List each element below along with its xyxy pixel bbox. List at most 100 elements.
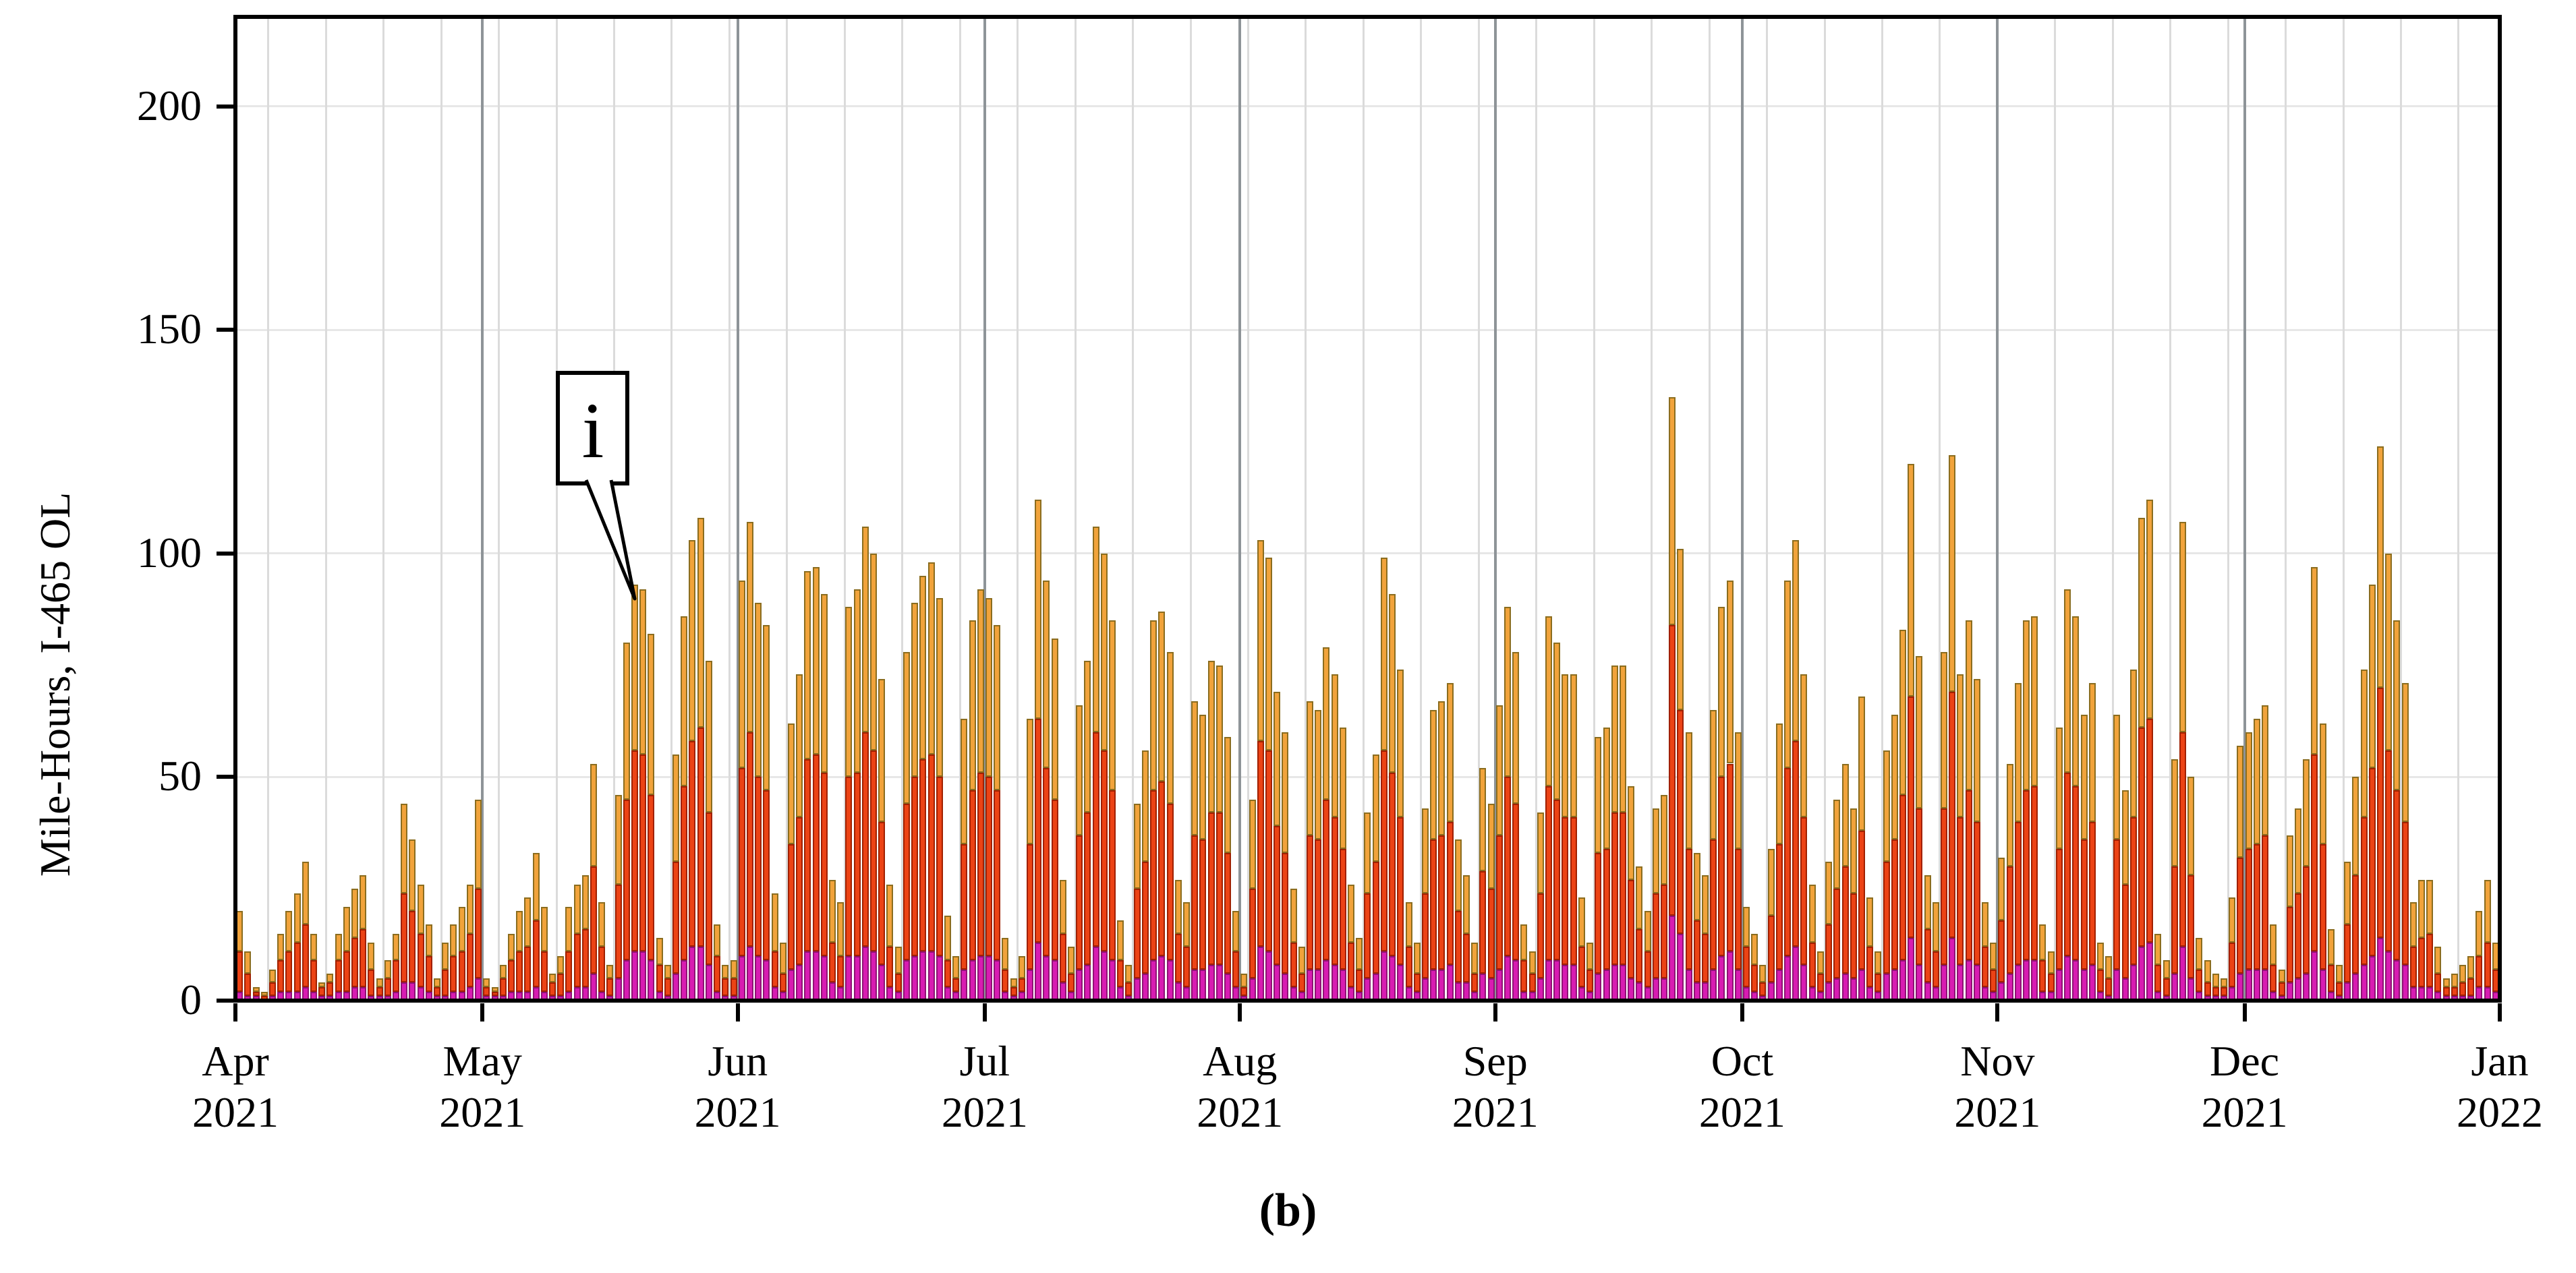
bar-segment-red	[1150, 790, 1157, 961]
bar-segment-red	[2023, 790, 2030, 961]
bar-segment-orange	[1043, 580, 1050, 769]
bar-segment-red	[1043, 768, 1050, 956]
bar-segment-red	[2179, 732, 2186, 947]
bar-segment-orange	[1331, 674, 1338, 818]
bar-segment-orange	[2064, 589, 2071, 773]
bar-segment-red	[664, 978, 671, 997]
bar-segment-orange	[845, 607, 853, 777]
bar-segment-orange	[985, 598, 992, 777]
bar-segment-orange	[1405, 902, 1412, 947]
bar-segment-red	[1405, 947, 1412, 988]
bar-segment-red	[326, 982, 334, 997]
bar-segment-orange	[1874, 951, 1882, 974]
bar-segment-orange	[2401, 683, 2409, 822]
bar-segment-red	[927, 754, 935, 952]
bar-segment-red	[1586, 969, 1594, 992]
week-gridline	[2457, 17, 2460, 1001]
bar-segment-red	[516, 951, 523, 992]
x-axis-tick	[1740, 1003, 1744, 1022]
bar-segment-orange	[565, 906, 573, 952]
bar-segment-red	[2163, 978, 2170, 997]
bar-segment-orange	[1759, 964, 1767, 983]
bar-segment-orange	[1603, 728, 1610, 849]
bar-segment-red	[1874, 974, 1882, 992]
bar-segment-red	[2484, 942, 2491, 988]
bar-segment-orange	[376, 978, 383, 988]
bar-segment-red	[1693, 920, 1700, 983]
bar-segment-red	[1825, 924, 1833, 983]
bar-segment-orange	[2023, 620, 2030, 791]
bar-segment-orange	[540, 906, 548, 952]
bar-segment-red	[499, 978, 507, 997]
bar-segment-orange	[1100, 553, 1108, 750]
bar-segment-orange	[2368, 585, 2376, 769]
bar-segment-red	[705, 812, 712, 965]
y-axis-tick	[217, 999, 235, 1003]
bar-segment-orange	[1430, 709, 1437, 840]
bar-segment-red	[1339, 848, 1346, 970]
bar-segment-red	[738, 768, 745, 956]
bar-segment-red	[2434, 974, 2442, 992]
bar-segment-orange	[1775, 723, 1783, 844]
bar-segment-red	[1570, 817, 1577, 965]
bar-segment-red	[1117, 960, 1124, 988]
bar-segment-orange	[812, 566, 820, 755]
bar-segment-orange	[837, 902, 845, 956]
bar-segment-red	[985, 777, 992, 956]
bar-segment-orange	[1800, 674, 1808, 818]
bar-segment-orange	[1949, 454, 1956, 692]
bar-segment-orange	[2055, 728, 2063, 849]
bar-segment-orange	[368, 942, 375, 970]
week-gridline	[1420, 17, 1423, 1001]
bar-segment-orange	[2129, 670, 2137, 818]
bar-segment-orange	[1191, 701, 1199, 835]
bar-segment-orange	[1941, 651, 1947, 808]
bar-segment-red	[573, 933, 581, 988]
bar-segment-orange	[2484, 879, 2491, 943]
bar-segment-red	[2121, 884, 2129, 978]
bar-segment-red	[2294, 893, 2301, 978]
bar-segment-orange	[1092, 527, 1099, 733]
x-axis-tick-label: Jun 2021	[637, 1036, 839, 1138]
month-label: Apr	[202, 1037, 269, 1085]
bar-segment-red	[1125, 982, 1133, 997]
bar-segment-orange	[2245, 732, 2252, 849]
bar-segment-orange	[2121, 790, 2129, 885]
bar-segment-red	[1454, 911, 1462, 983]
bar-segment-red	[2418, 938, 2426, 988]
bar-segment-orange	[1850, 808, 1857, 893]
bar-segment-red	[2154, 964, 2162, 992]
bar-segment-orange	[2163, 960, 2170, 978]
bar-segment-red	[1059, 933, 1066, 983]
bar-segment-orange	[639, 589, 647, 755]
bar-segment-red	[2401, 821, 2409, 965]
bar-segment-orange	[1141, 750, 1149, 862]
bar-segment-red	[1669, 624, 1676, 916]
x-axis-tick-label: Oct 2021	[1641, 1036, 1843, 1138]
bar-segment-red	[1941, 808, 1947, 965]
bar-segment-red	[557, 974, 565, 997]
bar-segment-red	[1841, 866, 1849, 974]
bar-segment-red	[1446, 821, 1454, 965]
bar-segment-orange	[1471, 942, 1479, 974]
bar-segment-red	[614, 884, 622, 978]
bar-segment-orange	[1553, 643, 1561, 800]
bar-segment-red	[1084, 812, 1091, 965]
bar-segment-orange	[450, 924, 457, 956]
bar-segment-orange	[2113, 714, 2121, 840]
bar-segment-red	[417, 933, 424, 988]
bar-segment-red	[1718, 777, 1725, 956]
y-axis-tick	[217, 775, 235, 779]
bar-segment-orange	[2088, 683, 2096, 822]
bar-segment-orange	[2262, 705, 2269, 835]
bar-segment-red	[450, 955, 457, 992]
bar-segment-orange	[409, 839, 416, 912]
bar-segment-orange	[722, 964, 729, 978]
bar-segment-orange	[1677, 549, 1684, 710]
bar-segment-orange	[1537, 812, 1544, 893]
bar-segment-red	[812, 754, 820, 952]
bar-segment-orange	[2311, 566, 2318, 755]
bar-segment-orange	[326, 974, 334, 983]
bar-segment-red	[1891, 839, 1898, 970]
bar-segment-orange	[285, 911, 293, 952]
